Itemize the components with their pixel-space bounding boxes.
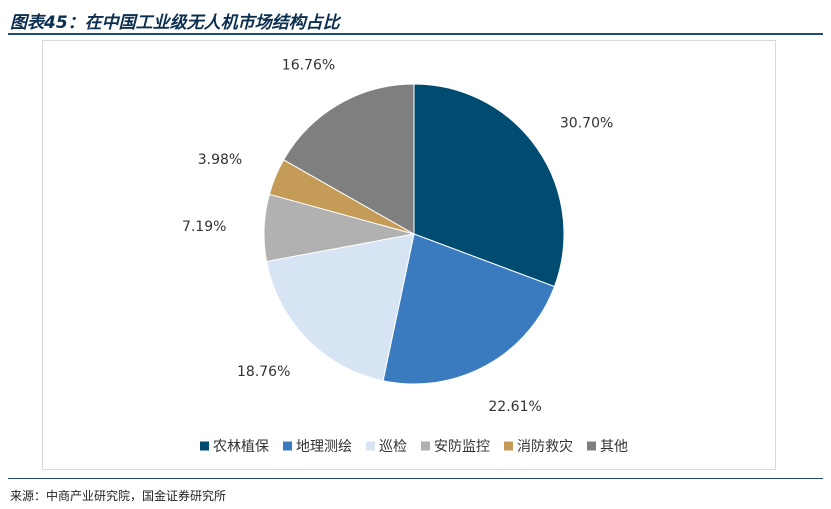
pie-value-label-5: 3.98% [198,152,242,168]
pie-slice-3 [265,233,415,382]
legend-swatch-2 [283,441,292,451]
footer-rule [8,478,823,479]
pie-value-label-2: 22.61% [488,399,541,415]
legend-swatch-5 [504,441,513,451]
source-note: 来源：中商产业研究院，国金证券研究所 [10,489,227,503]
legend-swatch-3 [366,441,375,451]
pie-slice-6 [282,83,415,235]
legend-label-1: 农林植保 [213,439,269,455]
legend-label-3: 巡检 [379,439,407,455]
legend-swatch-1 [200,441,209,451]
legend-label-6: 其他 [600,439,628,455]
pie-value-label-6: 16.76% [282,58,335,74]
pie-value-label-1: 30.70% [560,115,613,131]
pie-slices [263,83,565,385]
pie-slice-1 [413,83,565,288]
legend-label-2: 地理测绘 [296,439,352,455]
chart-legend: 农林植保 地理测绘 巡检 安防监控 消防救灾 其他 [200,438,628,455]
figure-title: 图表45：在中国工业级无人机市场结构占比 [10,13,340,33]
legend-label-5: 消防救灾 [517,438,573,455]
legend-label-4: 安防监控 [434,439,490,455]
pie-value-label-4: 7.19% [182,219,226,235]
pie-value-labels: 30.70% 22.61% 18.76% 7.19% 3.98% 16.76% [182,58,613,415]
legend-swatch-6 [587,441,596,451]
legend-swatch-4 [421,441,430,451]
title-rule [8,33,823,35]
pie-value-label-3: 18.76% [237,364,290,380]
title-bar: 图表45：在中国工业级无人机市场结构占比 [8,4,823,34]
pie-slice-2 [382,233,556,385]
